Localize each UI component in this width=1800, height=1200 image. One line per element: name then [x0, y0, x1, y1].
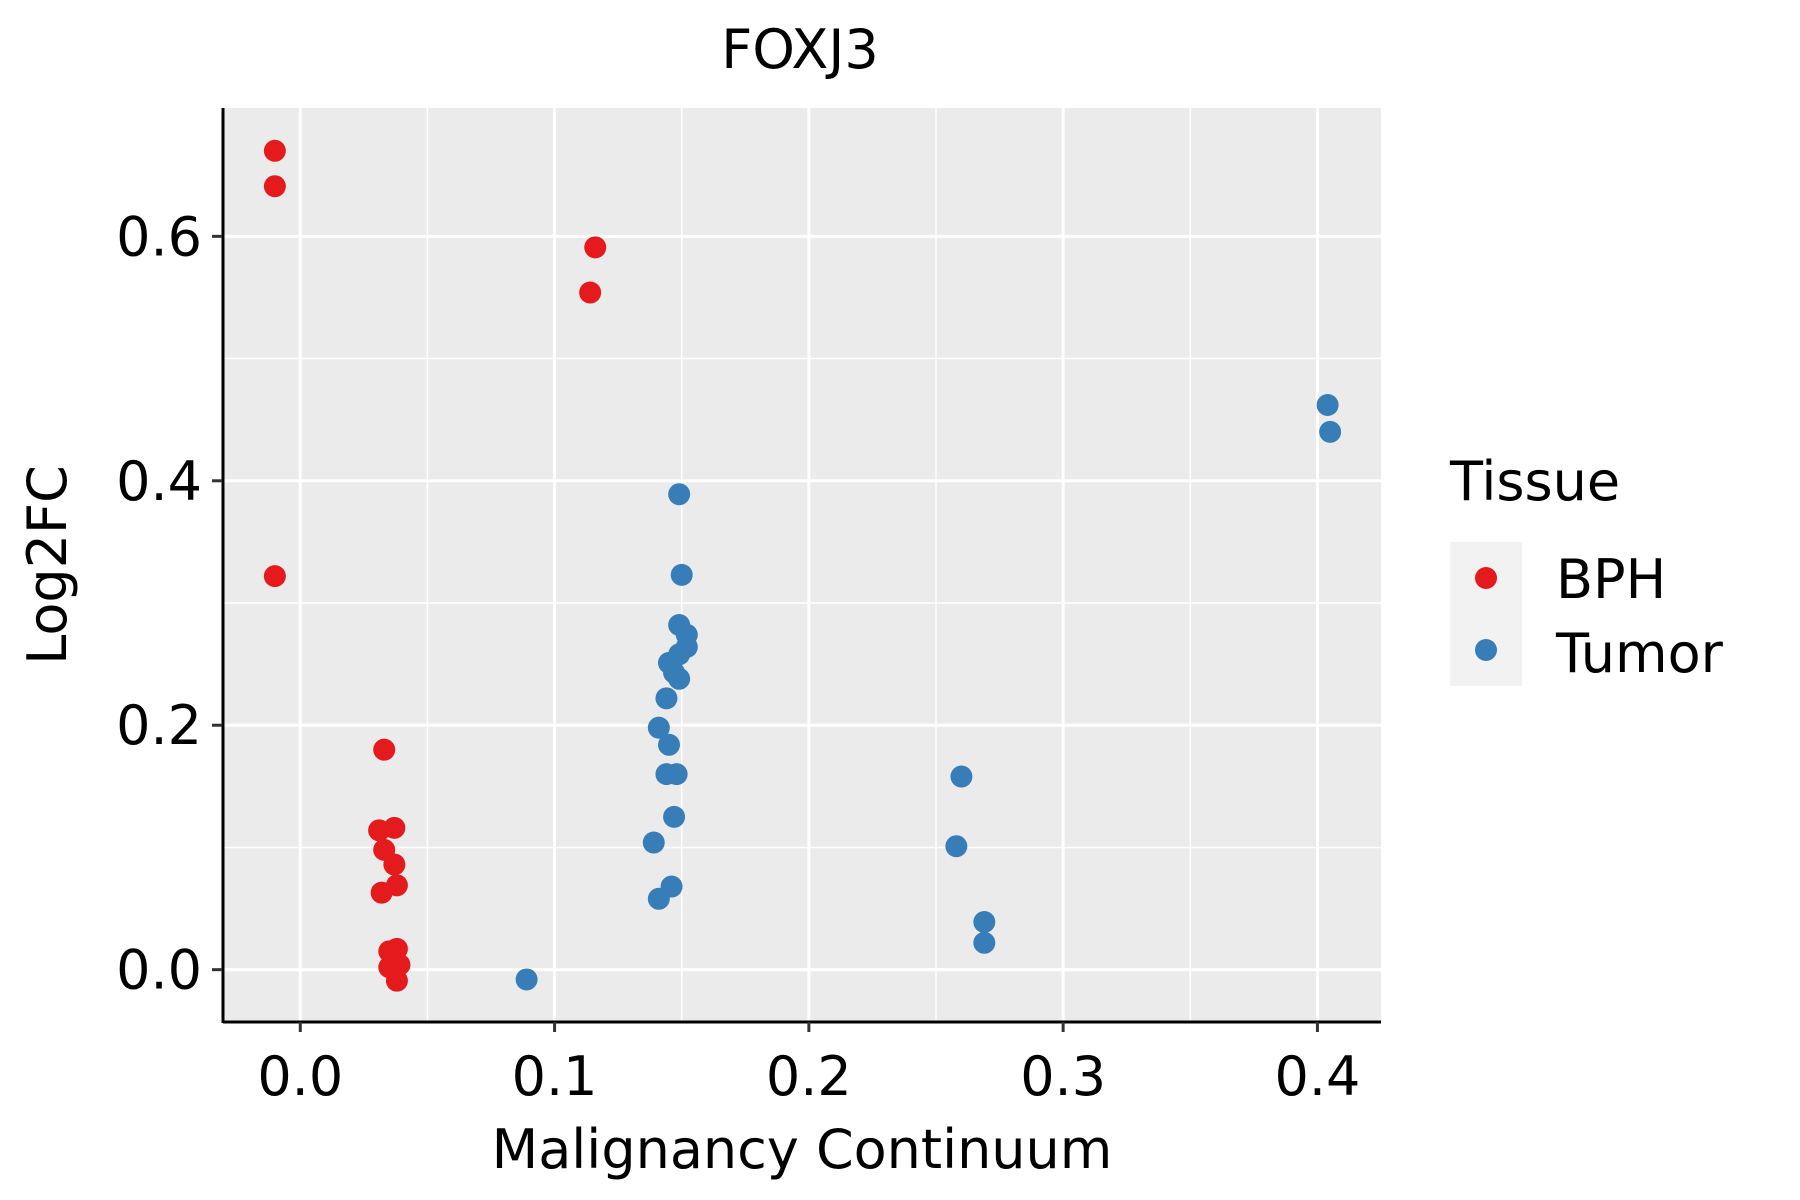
- y-tick-label: 0.0: [116, 939, 202, 1002]
- point-tumor: [1319, 420, 1342, 443]
- point-tumor: [973, 931, 996, 954]
- point-tumor: [1316, 394, 1339, 416]
- point-tumor: [670, 563, 693, 586]
- x-tick-label: 0.0: [257, 1045, 343, 1108]
- legend: Tissue BPH Tumor: [1449, 450, 1724, 686]
- point-tumor: [647, 716, 670, 739]
- y-axis-label: Log2FC: [16, 465, 79, 665]
- point-tumor: [647, 887, 670, 910]
- y-axis-ticks: 0.0 0.2 0.4 0.6: [116, 205, 222, 1002]
- point-tumor: [950, 765, 973, 788]
- legend-label-bph: BPH: [1556, 548, 1666, 611]
- point-bph: [383, 853, 406, 876]
- point-tumor: [668, 483, 691, 506]
- x-tick-label: 0.4: [1274, 1045, 1360, 1108]
- point-tumor: [663, 805, 686, 828]
- y-tick-label: 0.2: [116, 694, 202, 757]
- point-tumor: [973, 911, 996, 933]
- point-bph: [385, 874, 408, 897]
- point-tumor: [515, 968, 538, 991]
- point-bph: [263, 139, 286, 162]
- point-bph: [383, 816, 406, 839]
- point-tumor: [658, 733, 680, 756]
- x-axis-ticks: 0.0 0.1 0.2 0.3 0.4: [257, 1022, 1360, 1108]
- x-axis-label: Malignancy Continuum: [492, 1118, 1113, 1181]
- point-tumor: [642, 831, 665, 854]
- point-bph: [579, 281, 602, 304]
- grid-major: [224, 108, 1381, 1021]
- chart-title: FOXJ3: [721, 18, 878, 81]
- point-bph: [373, 738, 396, 761]
- point-tumor: [945, 835, 968, 858]
- plot-panel: [224, 108, 1381, 1021]
- y-tick-label: 0.6: [116, 205, 202, 268]
- legend-marker-bph: [1475, 567, 1497, 589]
- x-tick-label: 0.2: [766, 1045, 852, 1108]
- point-bph: [263, 565, 286, 588]
- point-tumor: [655, 687, 678, 710]
- y-tick-label: 0.4: [116, 450, 202, 513]
- legend-label-tumor: Tumor: [1555, 622, 1724, 685]
- x-tick-label: 0.3: [1020, 1045, 1106, 1108]
- x-tick-label: 0.1: [512, 1045, 598, 1108]
- legend-marker-tumor: [1475, 639, 1497, 661]
- point-bph: [584, 236, 607, 259]
- data-points: [263, 139, 1342, 992]
- point-tumor: [668, 667, 691, 690]
- point-bph: [263, 175, 286, 198]
- point-bph: [385, 969, 408, 992]
- point-tumor: [665, 763, 688, 786]
- legend-title: Tissue: [1449, 450, 1620, 513]
